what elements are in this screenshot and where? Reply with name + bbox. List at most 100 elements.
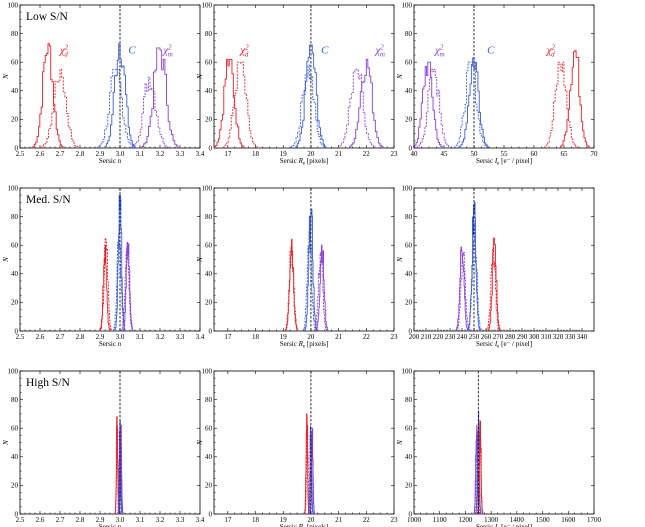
series-label-chi2_d: χ2 d — [59, 44, 69, 59]
panel-label: Low S/N — [26, 11, 69, 23]
histogram-chi2_m-dashed — [337, 68, 376, 148]
y-axis-label: N — [2, 74, 10, 80]
y-axis-label: N — [196, 440, 204, 446]
x-tick-label: 1600 — [561, 516, 576, 524]
histogram-chi2_d-dashed — [476, 431, 483, 514]
histogram-chi2_m-solid — [412, 61, 443, 148]
x-tick-label: 260 — [481, 333, 492, 341]
x-tick-label: 20 — [307, 150, 315, 158]
series-label-C: C — [128, 45, 136, 57]
series-label-C: C — [487, 45, 495, 57]
x-tick-label: 310 — [541, 333, 552, 341]
x-axis-label: Sersic Re [pixels] — [280, 340, 329, 350]
x-tick-label: 2.8 — [76, 516, 85, 524]
x-axis-label: Sersic Re [pixels] — [280, 523, 329, 527]
y-axis-label: N — [2, 440, 10, 446]
x-tick-label: 3.3 — [176, 150, 185, 158]
histogram-chi2_d-solid — [488, 237, 501, 331]
y-tick-label: 100 — [202, 367, 213, 375]
x-tick-label: 340 — [577, 333, 588, 341]
series-label-chi2_m: χ2 m — [374, 44, 385, 59]
x-tick-label: 1100 — [433, 516, 447, 524]
panel-r0-c2: 0 20 40 60 80 100 40 45 50 55 60 65 70 N Sersic Ie [e⁻… — [396, 1, 598, 166]
x-tick-label: 3.0 — [116, 333, 125, 341]
histogram-chi2_d-solid — [304, 413, 310, 514]
x-tick-label: 2.9 — [96, 150, 105, 158]
plot-frame — [413, 370, 595, 515]
histogram-C-dashed — [97, 68, 135, 148]
x-tick-label: 3.1 — [136, 150, 145, 158]
histogram-chi2_m-dashed — [118, 440, 124, 514]
x-tick-label: 20 — [307, 333, 315, 341]
x-tick-label: 1400 — [510, 516, 525, 524]
panel-r0-c0: 0 20 40 60 80 100 2.5 2.6 2.7 2.8 2.9 3.0 3.1 3.2 3.3 3… — [2, 1, 205, 165]
y-tick-label: 60 — [11, 425, 19, 433]
x-tick-label: 45 — [441, 150, 449, 158]
y-tick-label: 0 — [209, 144, 213, 152]
panel-label: Med. S/N — [26, 194, 71, 206]
y-tick-label: 60 — [405, 242, 413, 250]
histogram-C-dashed — [454, 61, 488, 148]
histogram-chi2_d-solid — [285, 238, 298, 331]
x-tick-label: 200 — [409, 333, 420, 341]
y-tick-label: 20 — [205, 482, 213, 490]
plot-frame — [213, 187, 395, 332]
x-tick-label: 2.5 — [16, 516, 25, 524]
x-tick-label: 2.9 — [96, 516, 105, 524]
histogram-chi2_m-solid — [315, 244, 329, 331]
x-tick-label: 21 — [335, 150, 343, 158]
x-axis-label: Sersic n — [99, 523, 122, 527]
y-tick-label: 0 — [15, 327, 19, 335]
y-tick-label: 20 — [205, 299, 213, 307]
x-tick-label: 1000 — [407, 516, 422, 524]
x-tick-label: 2.6 — [36, 150, 45, 158]
y-tick-label: 40 — [205, 453, 213, 461]
histogram-C-dashed — [302, 230, 317, 331]
x-tick-label: 2.8 — [76, 333, 85, 341]
histogram-chi2_d-solid — [32, 43, 64, 148]
histogram-chi2_d-dashed — [486, 247, 501, 331]
y-tick-label: 60 — [11, 242, 19, 250]
x-tick-label: 65 — [561, 150, 569, 158]
histogram-chi2_d-dashed — [100, 237, 112, 331]
x-tick-label: 18 — [252, 516, 260, 524]
x-tick-label: 60 — [531, 150, 539, 158]
y-tick-label: 80 — [11, 30, 19, 38]
x-tick-label: 3.0 — [116, 516, 125, 524]
y-tick-label: 60 — [205, 425, 213, 433]
x-tick-label: 2.5 — [16, 333, 25, 341]
x-tick-label: 70 — [591, 150, 599, 158]
x-tick-label: 220 — [433, 333, 444, 341]
histogram-chi2_m-solid — [141, 47, 179, 148]
y-tick-label: 80 — [11, 213, 19, 221]
y-tick-label: 0 — [209, 510, 213, 518]
x-tick-label: 17 — [224, 150, 232, 158]
y-tick-label: 40 — [205, 87, 213, 95]
x-tick-label: 3.2 — [156, 516, 165, 524]
x-tick-label: 1200 — [458, 516, 473, 524]
y-axis-label: N — [196, 257, 204, 263]
y-tick-label: 80 — [405, 213, 413, 221]
y-tick-label: 20 — [11, 482, 19, 490]
y-tick-label: 60 — [11, 59, 19, 67]
x-tick-label: 2.6 — [36, 516, 45, 524]
y-tick-label: 40 — [405, 87, 413, 95]
y-tick-label: 40 — [205, 270, 213, 278]
x-tick-label: 21 — [335, 333, 343, 341]
y-tick-label: 80 — [205, 396, 213, 404]
histogram-chi2_m-dashed — [417, 68, 451, 148]
x-tick-label: 280 — [505, 333, 516, 341]
x-tick-label: 3.4 — [196, 150, 205, 158]
histogram-chi2_d-solid — [559, 50, 590, 148]
x-tick-label: 3.2 — [156, 333, 165, 341]
histogram-chi2_m-dashed — [309, 434, 315, 514]
y-tick-label: 100 — [402, 367, 413, 375]
y-tick-label: 0 — [409, 327, 413, 335]
y-tick-label: 20 — [405, 116, 413, 124]
x-tick-label: 290 — [517, 333, 528, 341]
series-label-C: C — [321, 45, 329, 57]
y-tick-label: 40 — [11, 270, 19, 278]
x-tick-label: 3.3 — [176, 516, 185, 524]
y-tick-label: 100 — [8, 184, 19, 192]
